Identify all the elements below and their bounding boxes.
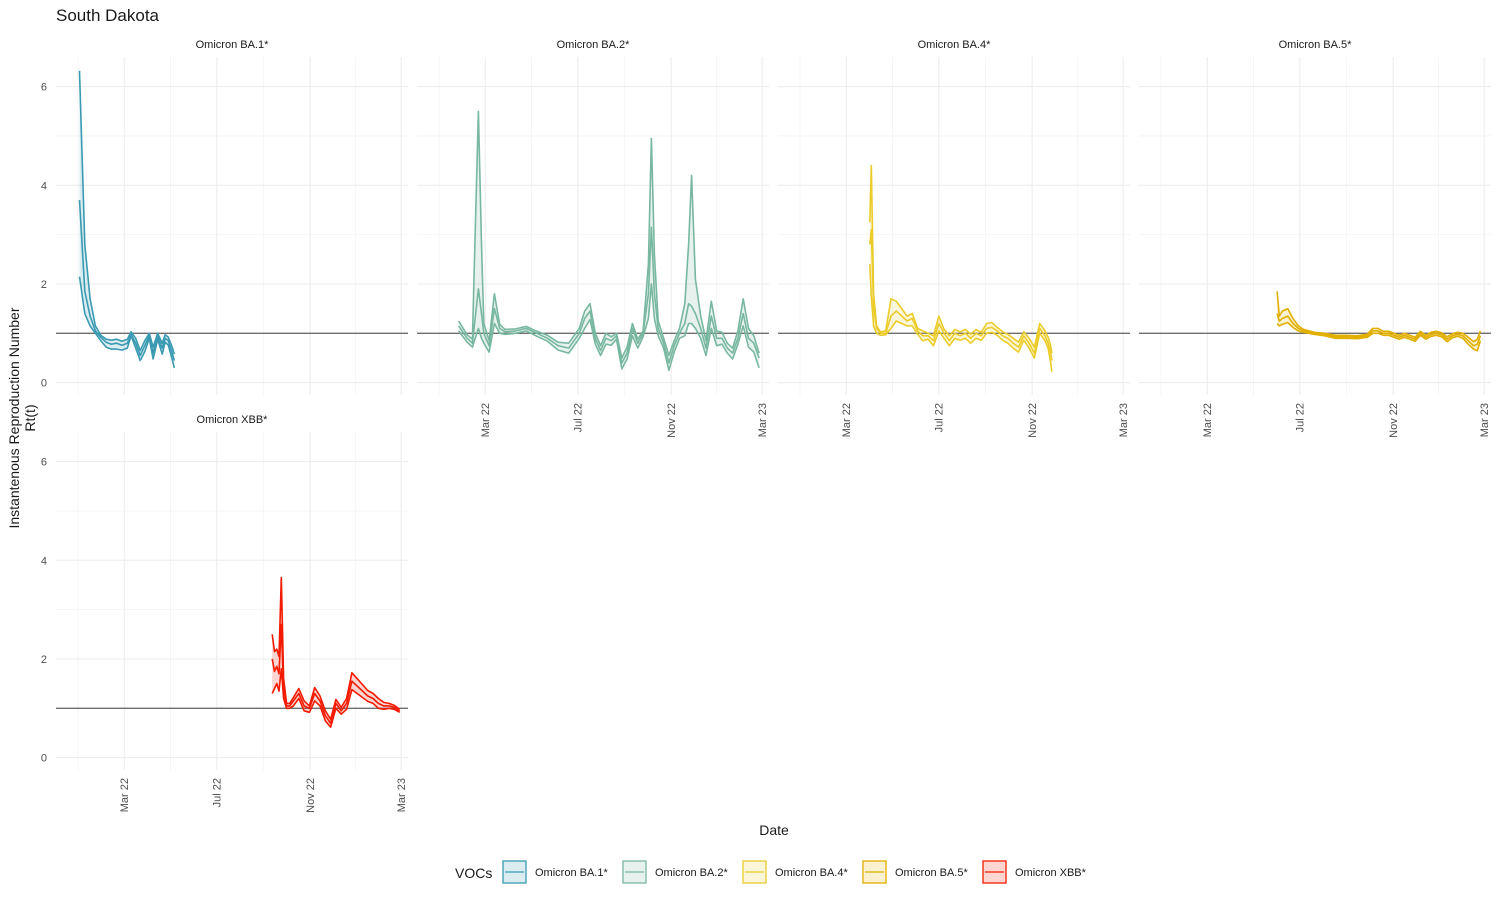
x-axis-title: Date [759, 822, 789, 838]
upper-bound-line [271, 576, 401, 720]
x-tick-label: Jul 22 [934, 403, 946, 432]
mean-line [458, 226, 760, 364]
x-tick-label: Nov 22 [1388, 403, 1400, 438]
y-tick-label: 0 [41, 753, 47, 765]
x-tick-label: Mar 23 [396, 778, 408, 812]
x-tick-label: Nov 22 [1027, 403, 1039, 438]
mean-line [1276, 313, 1482, 347]
x-tick-label: Mar 23 [757, 403, 769, 437]
panel-strip-label: Omicron XBB* [197, 414, 269, 426]
legend-label: Omicron XBB* [1015, 867, 1087, 879]
mean-line [78, 200, 176, 361]
upper-bound-line [78, 70, 176, 355]
upper-bound-line [1276, 291, 1482, 343]
legend-label: Omicron BA.4* [775, 867, 848, 879]
credible-interval-ribbon [1277, 291, 1481, 351]
y-axis-title: Instantenous Reproduction Number Rt(t) [6, 307, 38, 528]
lower-bound-line [78, 276, 176, 369]
credible-interval-ribbon [79, 70, 175, 368]
panel-0: Omicron BA.1* 0 2 4 6 [41, 39, 408, 395]
upper-bound-line [458, 110, 760, 359]
panel-strip-label: Omicron BA.1* [196, 39, 269, 51]
y-axis-title-line-2: Rt(t) [22, 404, 38, 431]
y-tick-label: 6 [41, 457, 47, 469]
lower-bound-line [458, 283, 760, 372]
panel-1: Omicron BA.2* Mar 22 Jul 22 Nov 22 Mar 23 [417, 39, 769, 438]
legend-item: Omicron BA.1* [502, 860, 608, 884]
x-tick-label: Nov 22 [305, 778, 317, 813]
y-tick-label: 6 [41, 82, 47, 94]
mean-line [271, 623, 401, 724]
y-tick-label: 4 [41, 555, 47, 567]
y-tick-label: 4 [41, 180, 47, 192]
lower-bound-line [869, 264, 1053, 372]
x-tick-label: Mar 22 [119, 778, 131, 812]
panels-layer: Omicron BA.1* 0 2 4 6 Omicron BA.2* Mar 22 Jul … [41, 39, 1491, 813]
lower-bound-line [271, 668, 401, 728]
legend: VOCs Omicron BA.1* Omicron BA.2* Omicron B… [455, 860, 1087, 884]
lower-bound-line [1276, 321, 1482, 352]
panel-strip-label: Omicron BA.5* [1279, 39, 1352, 51]
x-tick-label: Nov 22 [666, 403, 678, 438]
legend-item: Omicron BA.5* [862, 860, 968, 884]
legend-label: Omicron BA.2* [655, 867, 728, 879]
x-tick-label: Mar 22 [841, 403, 853, 437]
x-tick-label: Mar 23 [1479, 403, 1491, 437]
x-tick-label: Jul 22 [1295, 403, 1307, 432]
legend-label: Omicron BA.5* [895, 867, 968, 879]
panel-3: Omicron BA.5* Mar 22 Jul 22 Nov 22 Mar 23 [1139, 39, 1491, 438]
mean-line [869, 228, 1053, 361]
x-tick-label: Mar 22 [1202, 403, 1214, 437]
panel-strip-label: Omicron BA.2* [557, 39, 630, 51]
y-axis-title-line-1: Instantenous Reproduction Number [6, 307, 22, 528]
legend-item: Omicron BA.2* [622, 860, 728, 884]
legend-item: Omicron XBB* [982, 860, 1087, 884]
y-tick-label: 2 [41, 279, 47, 291]
y-tick-label: 0 [41, 378, 47, 390]
legend-title: VOCs [455, 865, 492, 881]
upper-bound-line [869, 164, 1053, 354]
x-tick-label: Mar 22 [480, 403, 492, 437]
legend-item: Omicron BA.4* [742, 860, 848, 884]
panel-4: Omicron XBB* 0 2 4 6 Mar 22 Jul 22 Nov 22 Mar 23 [41, 414, 408, 813]
y-tick-label: 2 [41, 654, 47, 666]
x-tick-label: Jul 22 [212, 778, 224, 807]
panel-strip-label: Omicron BA.4* [918, 39, 991, 51]
panel-2: Omicron BA.4* Mar 22 Jul 22 Nov 22 Mar 23 [778, 39, 1130, 438]
x-tick-label: Jul 22 [573, 403, 585, 432]
legend-label: Omicron BA.1* [535, 867, 608, 879]
x-tick-label: Mar 23 [1118, 403, 1130, 437]
chart-title: South Dakota [56, 6, 160, 25]
